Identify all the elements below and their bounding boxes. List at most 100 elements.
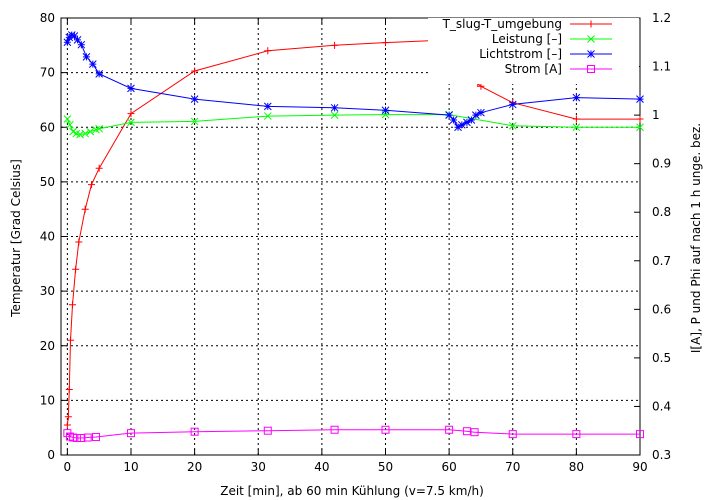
- y2-tick-label: 1.2: [652, 11, 671, 25]
- data-point: [381, 425, 390, 434]
- y2-tick-label: 0.4: [652, 399, 671, 413]
- data-point: [95, 124, 104, 133]
- data-point: [263, 112, 272, 120]
- data-point: [127, 118, 135, 127]
- data-point: [263, 102, 272, 111]
- y2-tick-label: 1: [652, 108, 660, 122]
- data-point: [636, 115, 644, 123]
- y-tick-label: 50: [40, 175, 55, 189]
- data-point: [81, 129, 90, 138]
- data-point: [471, 111, 480, 119]
- data-point: [445, 425, 454, 434]
- y2-tick-label: 0.9: [652, 157, 671, 171]
- x-tick-label: 20: [187, 460, 202, 474]
- y2-tick-label: 0.5: [652, 351, 671, 365]
- y-tick-label: 10: [40, 393, 55, 407]
- data-point: [68, 301, 76, 309]
- data-point: [508, 430, 517, 439]
- data-point: [572, 115, 580, 123]
- data-point: [67, 31, 76, 39]
- legend-label: Leistung [–]: [492, 32, 562, 46]
- data-point: [88, 181, 96, 189]
- data-point: [70, 32, 79, 40]
- data-point: [331, 41, 339, 49]
- y2-tick-label: 0.6: [652, 302, 671, 316]
- data-point: [67, 336, 75, 344]
- y2-tick-label: 0.8: [652, 205, 671, 219]
- data-point: [467, 116, 476, 124]
- y2-tick-label: 0.3: [652, 448, 671, 462]
- data-point: [73, 35, 82, 44]
- data-point: [508, 121, 517, 130]
- data-point: [572, 430, 581, 439]
- data-point: [127, 84, 135, 93]
- data-point: [190, 427, 199, 436]
- data-point: [636, 95, 644, 103]
- data-point: [572, 123, 581, 132]
- data-point: [72, 265, 80, 273]
- data-point: [95, 69, 104, 78]
- data-point: [127, 110, 135, 118]
- data-point: [330, 425, 339, 434]
- data-point: [65, 385, 73, 393]
- data-point: [86, 127, 95, 136]
- legend-marker: [587, 50, 595, 58]
- x-tick-label: 40: [314, 460, 329, 474]
- data-point: [445, 111, 453, 119]
- y-tick-label: 20: [40, 339, 55, 353]
- x-tick-label: 30: [251, 460, 266, 474]
- x-tick-label: 70: [505, 460, 520, 474]
- series-line-4: [66, 429, 640, 439]
- data-point: [82, 52, 91, 61]
- legend-label: T_slug-T_umgebung: [442, 17, 562, 31]
- legend-marker: [587, 20, 595, 28]
- x-tick-label: 80: [569, 460, 584, 474]
- y-tick-label: 40: [40, 230, 55, 244]
- data-point: [462, 427, 471, 436]
- data-point: [457, 120, 466, 129]
- legend-background: [428, 18, 639, 84]
- data-point: [264, 47, 272, 55]
- legend-marker: [587, 65, 595, 73]
- legend-label: Strom [A]: [505, 62, 562, 76]
- data-point: [330, 111, 339, 119]
- data-point: [72, 434, 81, 443]
- data-point: [381, 39, 389, 47]
- data-point: [190, 95, 199, 103]
- y-tick-label: 70: [40, 66, 55, 80]
- x-tick-label: 50: [378, 460, 393, 474]
- data-point: [63, 115, 72, 123]
- y2-tick-label: 0.7: [652, 254, 671, 268]
- data-point: [454, 123, 462, 132]
- data-point: [81, 205, 89, 213]
- x-tick-label: 90: [632, 460, 647, 474]
- data-point: [95, 164, 103, 172]
- y2-axis-label: I[A], P und Phi auf nach 1 h unge. bez.: [689, 123, 703, 353]
- data-point: [63, 38, 72, 47]
- axes: 0 10 20 30 40 50 60 70 80 90 0 10 20 30 40 50 60 70 80 0.3 0…: [40, 11, 671, 474]
- y-axis-label: Temperatur [Grad Celsius]: [9, 159, 23, 318]
- data-point: [64, 413, 72, 421]
- data-point: [75, 238, 83, 246]
- data-point: [636, 123, 644, 132]
- legend-label: Lichtstrom [–]: [479, 47, 562, 61]
- data-point: [449, 116, 458, 124]
- data-point: [88, 60, 97, 68]
- data-point: [572, 93, 581, 102]
- data-point: [381, 106, 390, 115]
- data-point: [126, 429, 135, 438]
- x-tick-label: 0: [64, 460, 72, 474]
- y2-tick-label: 1.1: [652, 60, 671, 74]
- data-point: [330, 103, 339, 112]
- data-point: [77, 434, 86, 443]
- data-point: [508, 100, 517, 109]
- data-point: [636, 430, 644, 439]
- data-point: [63, 421, 71, 429]
- data-point: [91, 433, 100, 442]
- data-point: [77, 40, 86, 49]
- series-line-1: [66, 39, 640, 426]
- data-point: [190, 117, 199, 126]
- series-line-2: [66, 114, 640, 136]
